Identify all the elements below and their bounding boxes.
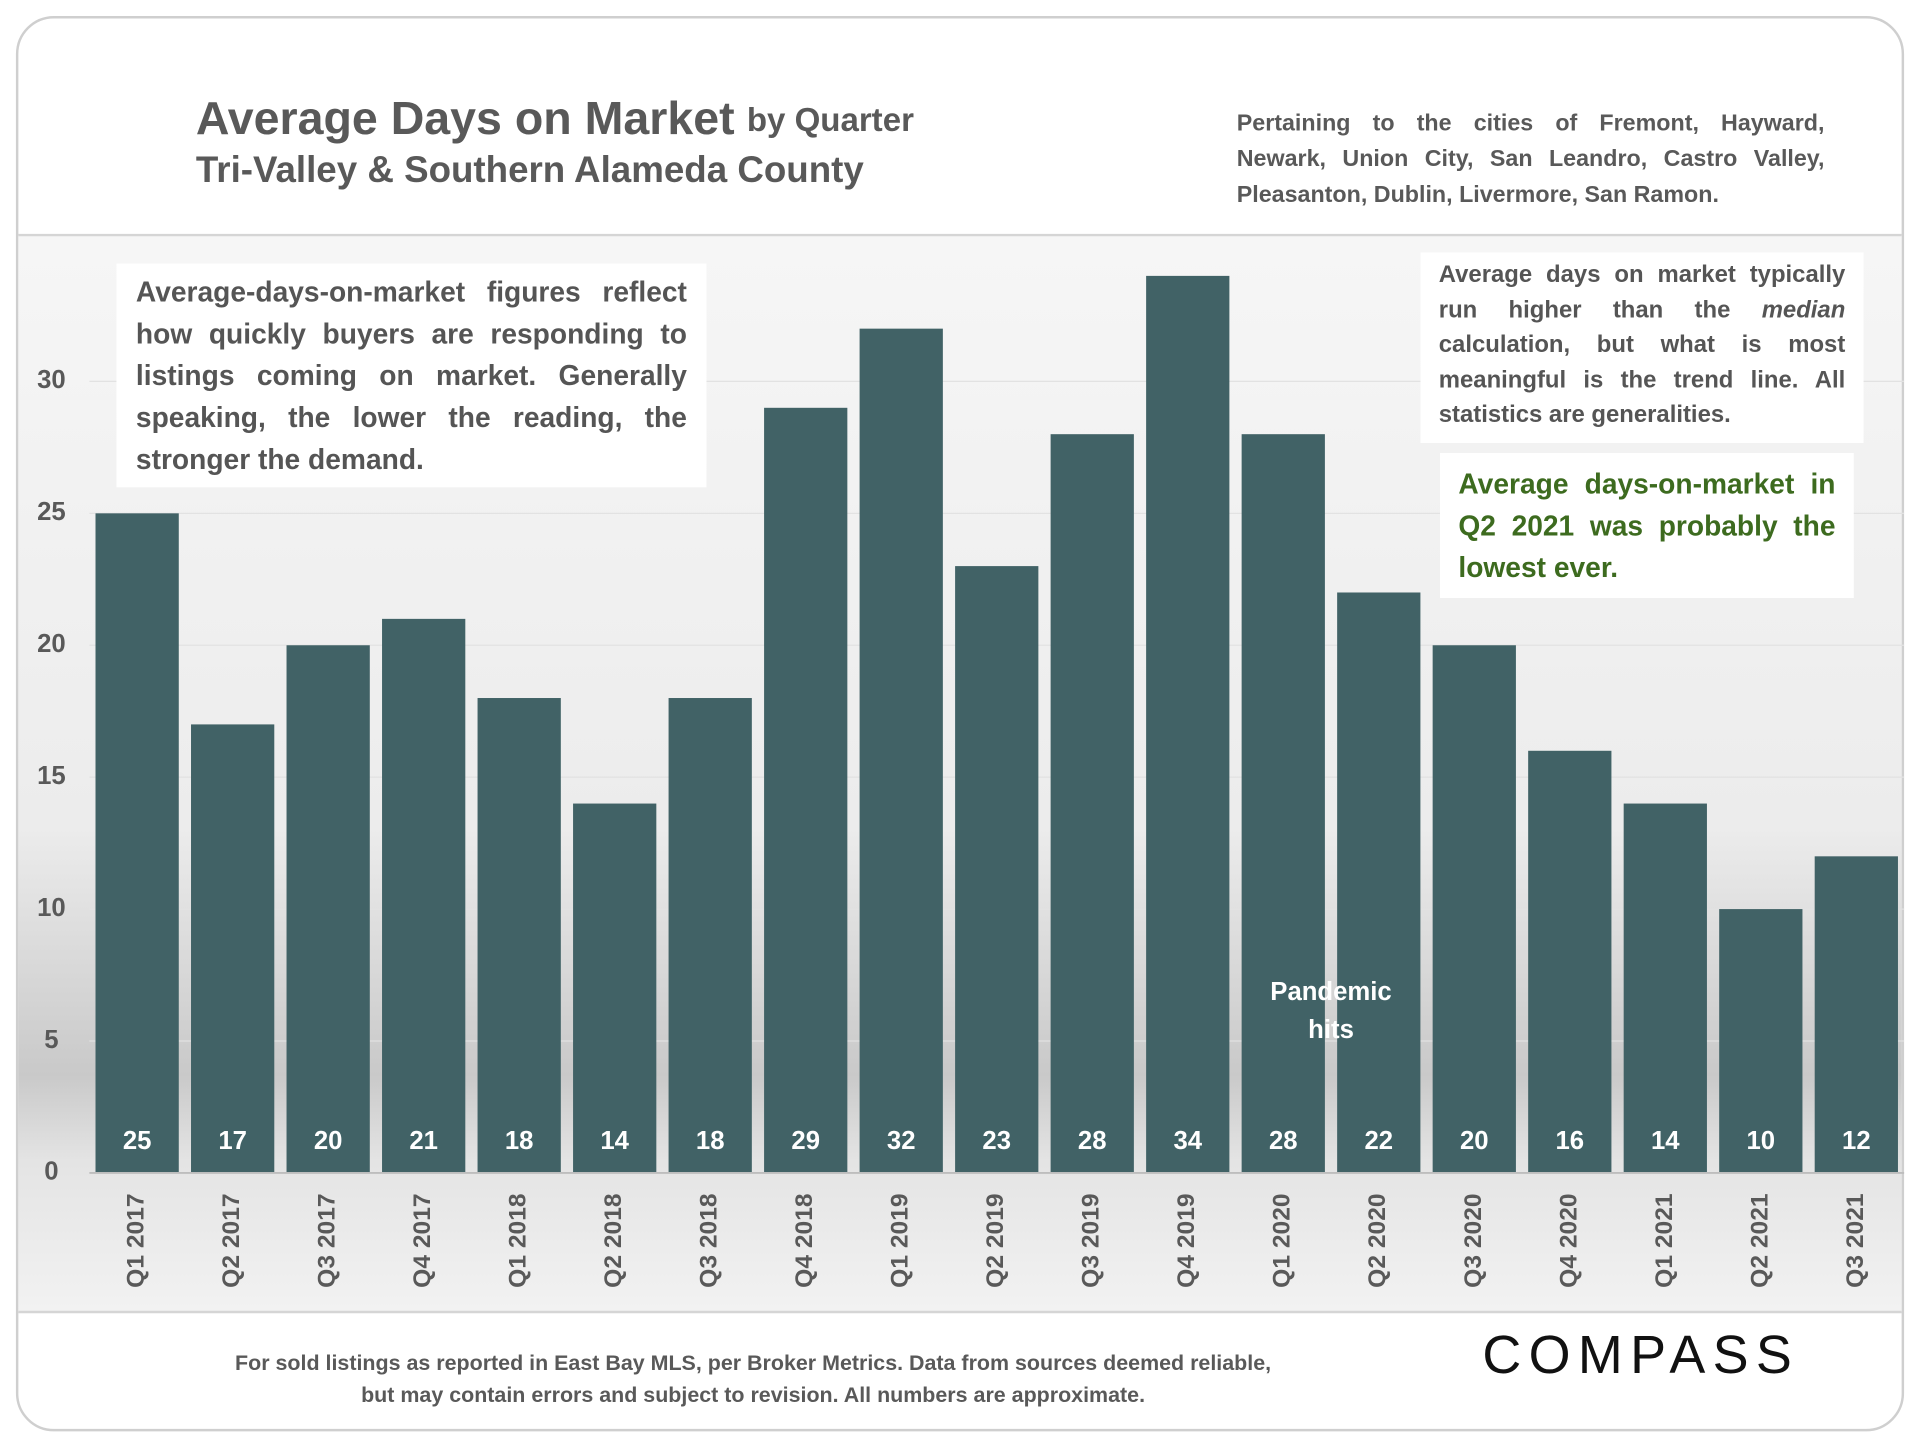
bar xyxy=(955,566,1039,1173)
x-tick-label: Q1 2019 xyxy=(887,1193,914,1287)
y-tick-label: 30 xyxy=(37,366,66,394)
x-tick-label: Q2 2019 xyxy=(982,1193,1009,1287)
value-label: 23 xyxy=(982,1127,1011,1155)
y-tick-label: 25 xyxy=(37,498,66,526)
bar xyxy=(477,698,561,1173)
annotation-left: Average-days-on-market figures reflect h… xyxy=(116,263,707,488)
note-container: Pertaining to the cities of Fremont, Hay… xyxy=(1236,110,1825,208)
chart-title-suffix: by Quarter xyxy=(747,102,914,139)
x-tick-label: Q1 2017 xyxy=(123,1193,150,1287)
value-label: 29 xyxy=(791,1127,820,1155)
bar xyxy=(573,803,657,1173)
y-tick-label: 5 xyxy=(44,1026,58,1054)
bar xyxy=(1528,750,1612,1173)
value-label: 14 xyxy=(1651,1127,1680,1155)
annotation-emphasis: median xyxy=(1761,296,1846,324)
y-tick-label: 20 xyxy=(37,630,66,658)
footer: For sold listings as reported in East Ba… xyxy=(235,1350,1272,1407)
value-label: 32 xyxy=(887,1127,916,1155)
bar xyxy=(764,407,848,1173)
bar xyxy=(382,618,466,1173)
annotation-text: Average days on market typically run hig… xyxy=(1438,260,1846,324)
bar xyxy=(668,698,752,1173)
x-tick-label: Q3 2018 xyxy=(696,1193,723,1287)
value-label: 14 xyxy=(600,1127,629,1155)
annotation-green: Average days-on-market in Q2 2021 was pr… xyxy=(1440,452,1854,599)
value-label: 17 xyxy=(218,1127,247,1155)
bar xyxy=(191,724,275,1173)
bar xyxy=(1719,909,1803,1173)
value-label: 34 xyxy=(1173,1127,1202,1155)
chart-title-group: Average Days on Market by Quarter xyxy=(196,92,914,144)
bar xyxy=(859,328,943,1173)
value-label: 18 xyxy=(505,1127,534,1155)
bar xyxy=(286,645,370,1173)
x-tick-label: Q2 2017 xyxy=(218,1193,245,1287)
y-tick-label: 0 xyxy=(44,1158,58,1186)
bar xyxy=(1050,434,1134,1173)
y-tick-label: 15 xyxy=(37,762,66,790)
bar xyxy=(95,513,179,1173)
value-label: 16 xyxy=(1555,1127,1584,1155)
x-tick-label: Q4 2017 xyxy=(409,1193,436,1287)
bar xyxy=(1337,592,1421,1173)
brand-logo: COMPASS xyxy=(1482,1325,1799,1385)
x-tick-label: Q2 2020 xyxy=(1364,1193,1391,1287)
x-tick-label: Q2 2021 xyxy=(1746,1193,1773,1287)
x-tick-label: Q1 2021 xyxy=(1651,1193,1678,1287)
value-label: 28 xyxy=(1269,1127,1298,1155)
value-label: 20 xyxy=(314,1127,343,1155)
value-label: 22 xyxy=(1364,1127,1393,1155)
value-label: 12 xyxy=(1842,1127,1871,1155)
x-tick-label: Q4 2018 xyxy=(791,1193,818,1287)
x-tick-label: Q1 2020 xyxy=(1269,1193,1296,1287)
x-tick-label: Q3 2020 xyxy=(1460,1193,1487,1287)
x-tick-label: Q3 2019 xyxy=(1078,1193,1105,1287)
bar xyxy=(1241,434,1325,1173)
x-tick-label: Q3 2017 xyxy=(314,1193,341,1287)
x-tick-label: Q4 2019 xyxy=(1173,1193,1200,1287)
bar xyxy=(1432,645,1516,1173)
annotation-pandemic: Pandemic xyxy=(1270,978,1391,1006)
annotation-right-container: Average days on market typically run hig… xyxy=(1420,252,1864,444)
value-label: 18 xyxy=(696,1127,725,1155)
bar xyxy=(1814,856,1898,1173)
chart-title: Average Days on Market xyxy=(196,92,735,144)
chart-subtitle: Tri-Valley & Southern Alameda County xyxy=(196,149,864,190)
y-tick-label: 10 xyxy=(37,894,66,922)
x-tick-label: Q1 2018 xyxy=(505,1193,532,1287)
note-top-right: Pertaining to the cities of Fremont, Hay… xyxy=(1236,110,1825,208)
value-label: 21 xyxy=(409,1127,438,1155)
value-label: 25 xyxy=(123,1127,152,1155)
x-tick-label: Q4 2020 xyxy=(1555,1193,1582,1287)
annotation-left-container: Average-days-on-market figures reflect h… xyxy=(116,263,707,488)
annotation-text: calculation, but what is most meaningful… xyxy=(1438,331,1846,429)
footer-container: For sold listings as reported in East Ba… xyxy=(235,1350,1272,1407)
annotation-pandemic: hits xyxy=(1308,1016,1354,1044)
value-label: 10 xyxy=(1747,1127,1776,1155)
x-tick-label: Q3 2021 xyxy=(1842,1193,1869,1287)
annotation-green-container: Average days-on-market in Q2 2021 was pr… xyxy=(1440,452,1854,599)
plot: 0 5 10 15 20 25 30 25 Q1 2017 17 Q2 2017 20 Q3 2017 2… xyxy=(37,275,1905,1288)
annotation-right: Average days on market typically run hig… xyxy=(1420,252,1864,444)
x-tick-label: Q2 2018 xyxy=(600,1193,627,1287)
value-label: 28 xyxy=(1078,1127,1107,1155)
bar xyxy=(1623,803,1707,1173)
bar xyxy=(1146,275,1230,1173)
value-label: 20 xyxy=(1460,1127,1489,1155)
